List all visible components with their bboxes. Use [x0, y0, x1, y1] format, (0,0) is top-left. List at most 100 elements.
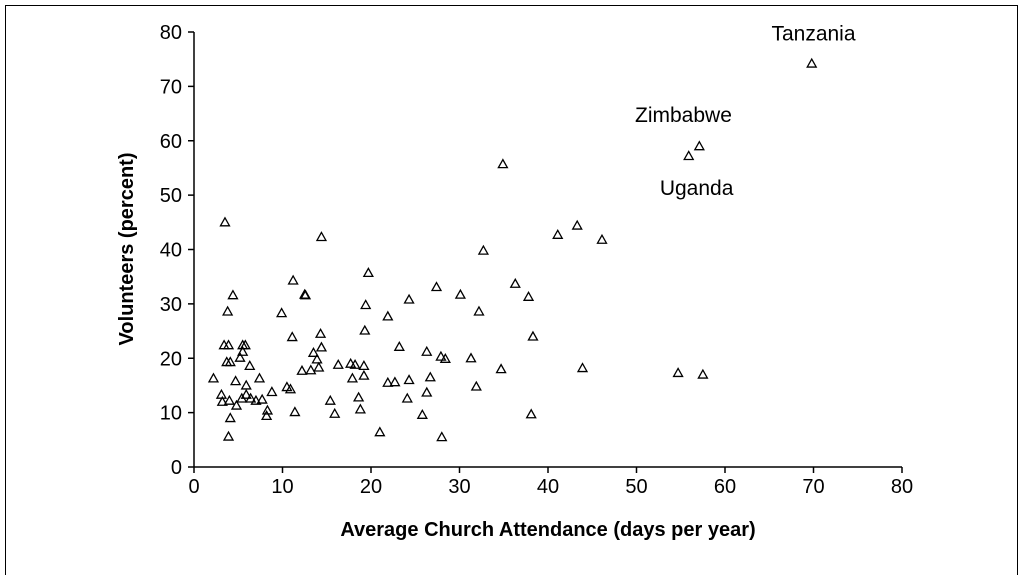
data-point-triangle	[260, 410, 273, 421]
data-point-triangle	[313, 361, 325, 372]
data-point-triangle	[352, 391, 365, 402]
data-point-triangle	[465, 352, 477, 363]
data-point-triangle	[244, 360, 256, 371]
data-point-triangle	[477, 244, 490, 255]
data-point-triangle	[311, 353, 323, 364]
data-point-triangle	[360, 299, 372, 310]
data-point-triangle	[576, 362, 589, 373]
data-point-triangle	[207, 372, 220, 383]
data-point-triangle	[216, 395, 228, 406]
data-point-triangle	[349, 358, 361, 369]
data-point-triangle	[439, 352, 451, 363]
x-tick-label: 60	[714, 476, 736, 498]
annotation-uganda: Uganda	[660, 177, 734, 200]
y-tick-label: 70	[160, 76, 182, 98]
data-point-triangle	[222, 339, 235, 350]
y-tick-label: 50	[160, 185, 182, 207]
data-point-triangle	[276, 307, 288, 318]
data-point-triangle	[527, 330, 539, 341]
y-tick-label: 80	[160, 22, 182, 44]
data-point-triangle	[229, 375, 242, 386]
x-tick-label: 30	[448, 476, 470, 498]
data-point-triangle	[256, 393, 268, 404]
y-tick-label: 20	[160, 348, 182, 370]
data-point-triangle	[401, 392, 413, 403]
data-point-triangle	[240, 388, 252, 399]
data-point-triangle	[222, 430, 235, 441]
x-tick-label: 20	[360, 476, 382, 498]
data-point-triangle	[266, 386, 278, 397]
data-point-triangle	[596, 233, 608, 244]
data-point-triangle	[382, 376, 394, 387]
data-point-triangle	[261, 404, 274, 415]
x-tick-label: 70	[802, 476, 824, 498]
data-point-triangle	[354, 403, 366, 414]
data-point-triangle	[222, 305, 234, 316]
data-points	[207, 57, 818, 442]
data-point-triangle	[495, 363, 507, 374]
data-point-triangle	[230, 399, 243, 410]
data-point-triangle	[389, 376, 401, 387]
data-point-triangle	[296, 364, 308, 375]
data-point-triangle	[672, 367, 684, 378]
y-tick-label: 10	[160, 403, 182, 425]
data-point-triangle	[552, 228, 564, 239]
data-point-triangle	[240, 379, 252, 390]
data-point-triangle	[806, 57, 818, 68]
data-point-triangle	[223, 394, 236, 405]
data-point-triangle	[307, 346, 320, 357]
axes	[193, 32, 902, 468]
y-tick-label: 0	[171, 457, 182, 479]
data-point-triangle	[403, 374, 415, 385]
data-point-triangle	[305, 364, 317, 375]
data-point-triangle	[284, 383, 297, 394]
data-point-triangle	[525, 408, 537, 419]
data-point-triangle	[219, 216, 231, 227]
data-point-triangle	[234, 351, 246, 362]
x-tick-label: 0	[188, 476, 199, 498]
data-point-triangle	[315, 341, 328, 352]
data-point-triangle	[287, 274, 299, 285]
y-ticks: 0 10 20 30 40 50 60 70 80	[160, 22, 194, 479]
data-point-triangle	[227, 289, 239, 300]
data-point-triangle	[393, 341, 405, 351]
data-point-triangle	[329, 407, 341, 418]
data-point-triangle	[683, 150, 695, 161]
data-point-triangle	[435, 350, 447, 361]
data-point-triangle	[454, 288, 466, 299]
data-point-triangle	[245, 392, 257, 403]
data-point-triangle	[237, 345, 249, 356]
annotations: Tanzania Zimbabwe Uganda	[635, 23, 856, 200]
data-point-triangle	[473, 305, 485, 316]
data-point-triangle	[289, 406, 301, 417]
x-tick-label: 80	[891, 476, 913, 498]
data-point-triangle	[571, 219, 583, 230]
y-tick-label: 40	[160, 240, 182, 262]
data-point-triangle	[358, 369, 370, 380]
data-point-triangle	[436, 431, 448, 442]
data-point-triangle	[250, 394, 262, 405]
data-point-triangle	[315, 231, 328, 242]
y-axis-title: Volunteers (percent)	[116, 153, 138, 346]
data-point-triangle	[362, 267, 374, 278]
data-point-triangle	[359, 324, 371, 335]
data-point-triangle	[470, 380, 482, 391]
annotation-zimbabwe: Zimbabwe	[635, 104, 732, 127]
annotation-tanzania: Tanzania	[771, 23, 855, 46]
data-point-triangle	[509, 277, 521, 288]
data-point-triangle	[430, 281, 443, 292]
data-point-triangle	[697, 368, 709, 379]
data-point-triangle	[314, 327, 327, 338]
x-tick-label: 40	[537, 476, 559, 498]
x-tick-label: 10	[271, 476, 293, 498]
data-point-triangle	[253, 372, 266, 383]
x-axis-title: Average Church Attendance (days per year…	[340, 519, 755, 541]
data-point-triangle	[522, 290, 535, 301]
data-point-triangle	[693, 140, 705, 151]
data-point-triangle	[497, 158, 509, 169]
data-point-triangle	[403, 293, 415, 304]
data-point-triangle	[224, 356, 236, 367]
data-point-triangle	[421, 345, 433, 356]
x-tick-label: 50	[625, 476, 647, 498]
